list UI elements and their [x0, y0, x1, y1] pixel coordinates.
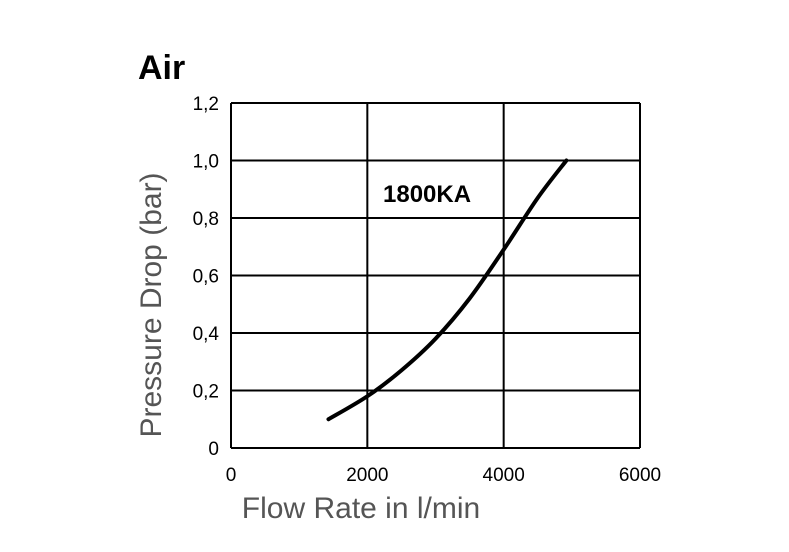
- x-axis-label: Flow Rate in l/min: [242, 492, 480, 525]
- series-layer: [326, 158, 569, 422]
- y-tick-label: 0,4: [193, 324, 220, 345]
- y-tick-labels: 0 0,2 0,4 0,6 0,8 1,0 1,2: [193, 94, 220, 460]
- x-tick-label: 4000: [483, 465, 525, 486]
- x-tick-label: 6000: [619, 465, 661, 486]
- grid: [230, 102, 641, 449]
- y-tick-label: 1,0: [193, 152, 219, 173]
- x-tick-labels: 0 2000 4000 6000: [226, 465, 661, 486]
- curve-annotation: 1800KA: [383, 181, 471, 208]
- x-tick-label: 2000: [346, 465, 388, 486]
- y-tick-label: 0: [208, 439, 219, 460]
- y-axis-label: Pressure Drop (bar): [135, 172, 168, 437]
- y-tick-label: 0,2: [193, 382, 219, 403]
- chart-title: Air: [138, 49, 185, 87]
- x-tick-label: 0: [226, 465, 237, 486]
- y-tick-label: 1,2: [193, 94, 219, 115]
- y-tick-label: 0,6: [193, 267, 219, 288]
- y-tick-label: 0,8: [193, 209, 219, 230]
- series-line-1800ka: [326, 158, 569, 422]
